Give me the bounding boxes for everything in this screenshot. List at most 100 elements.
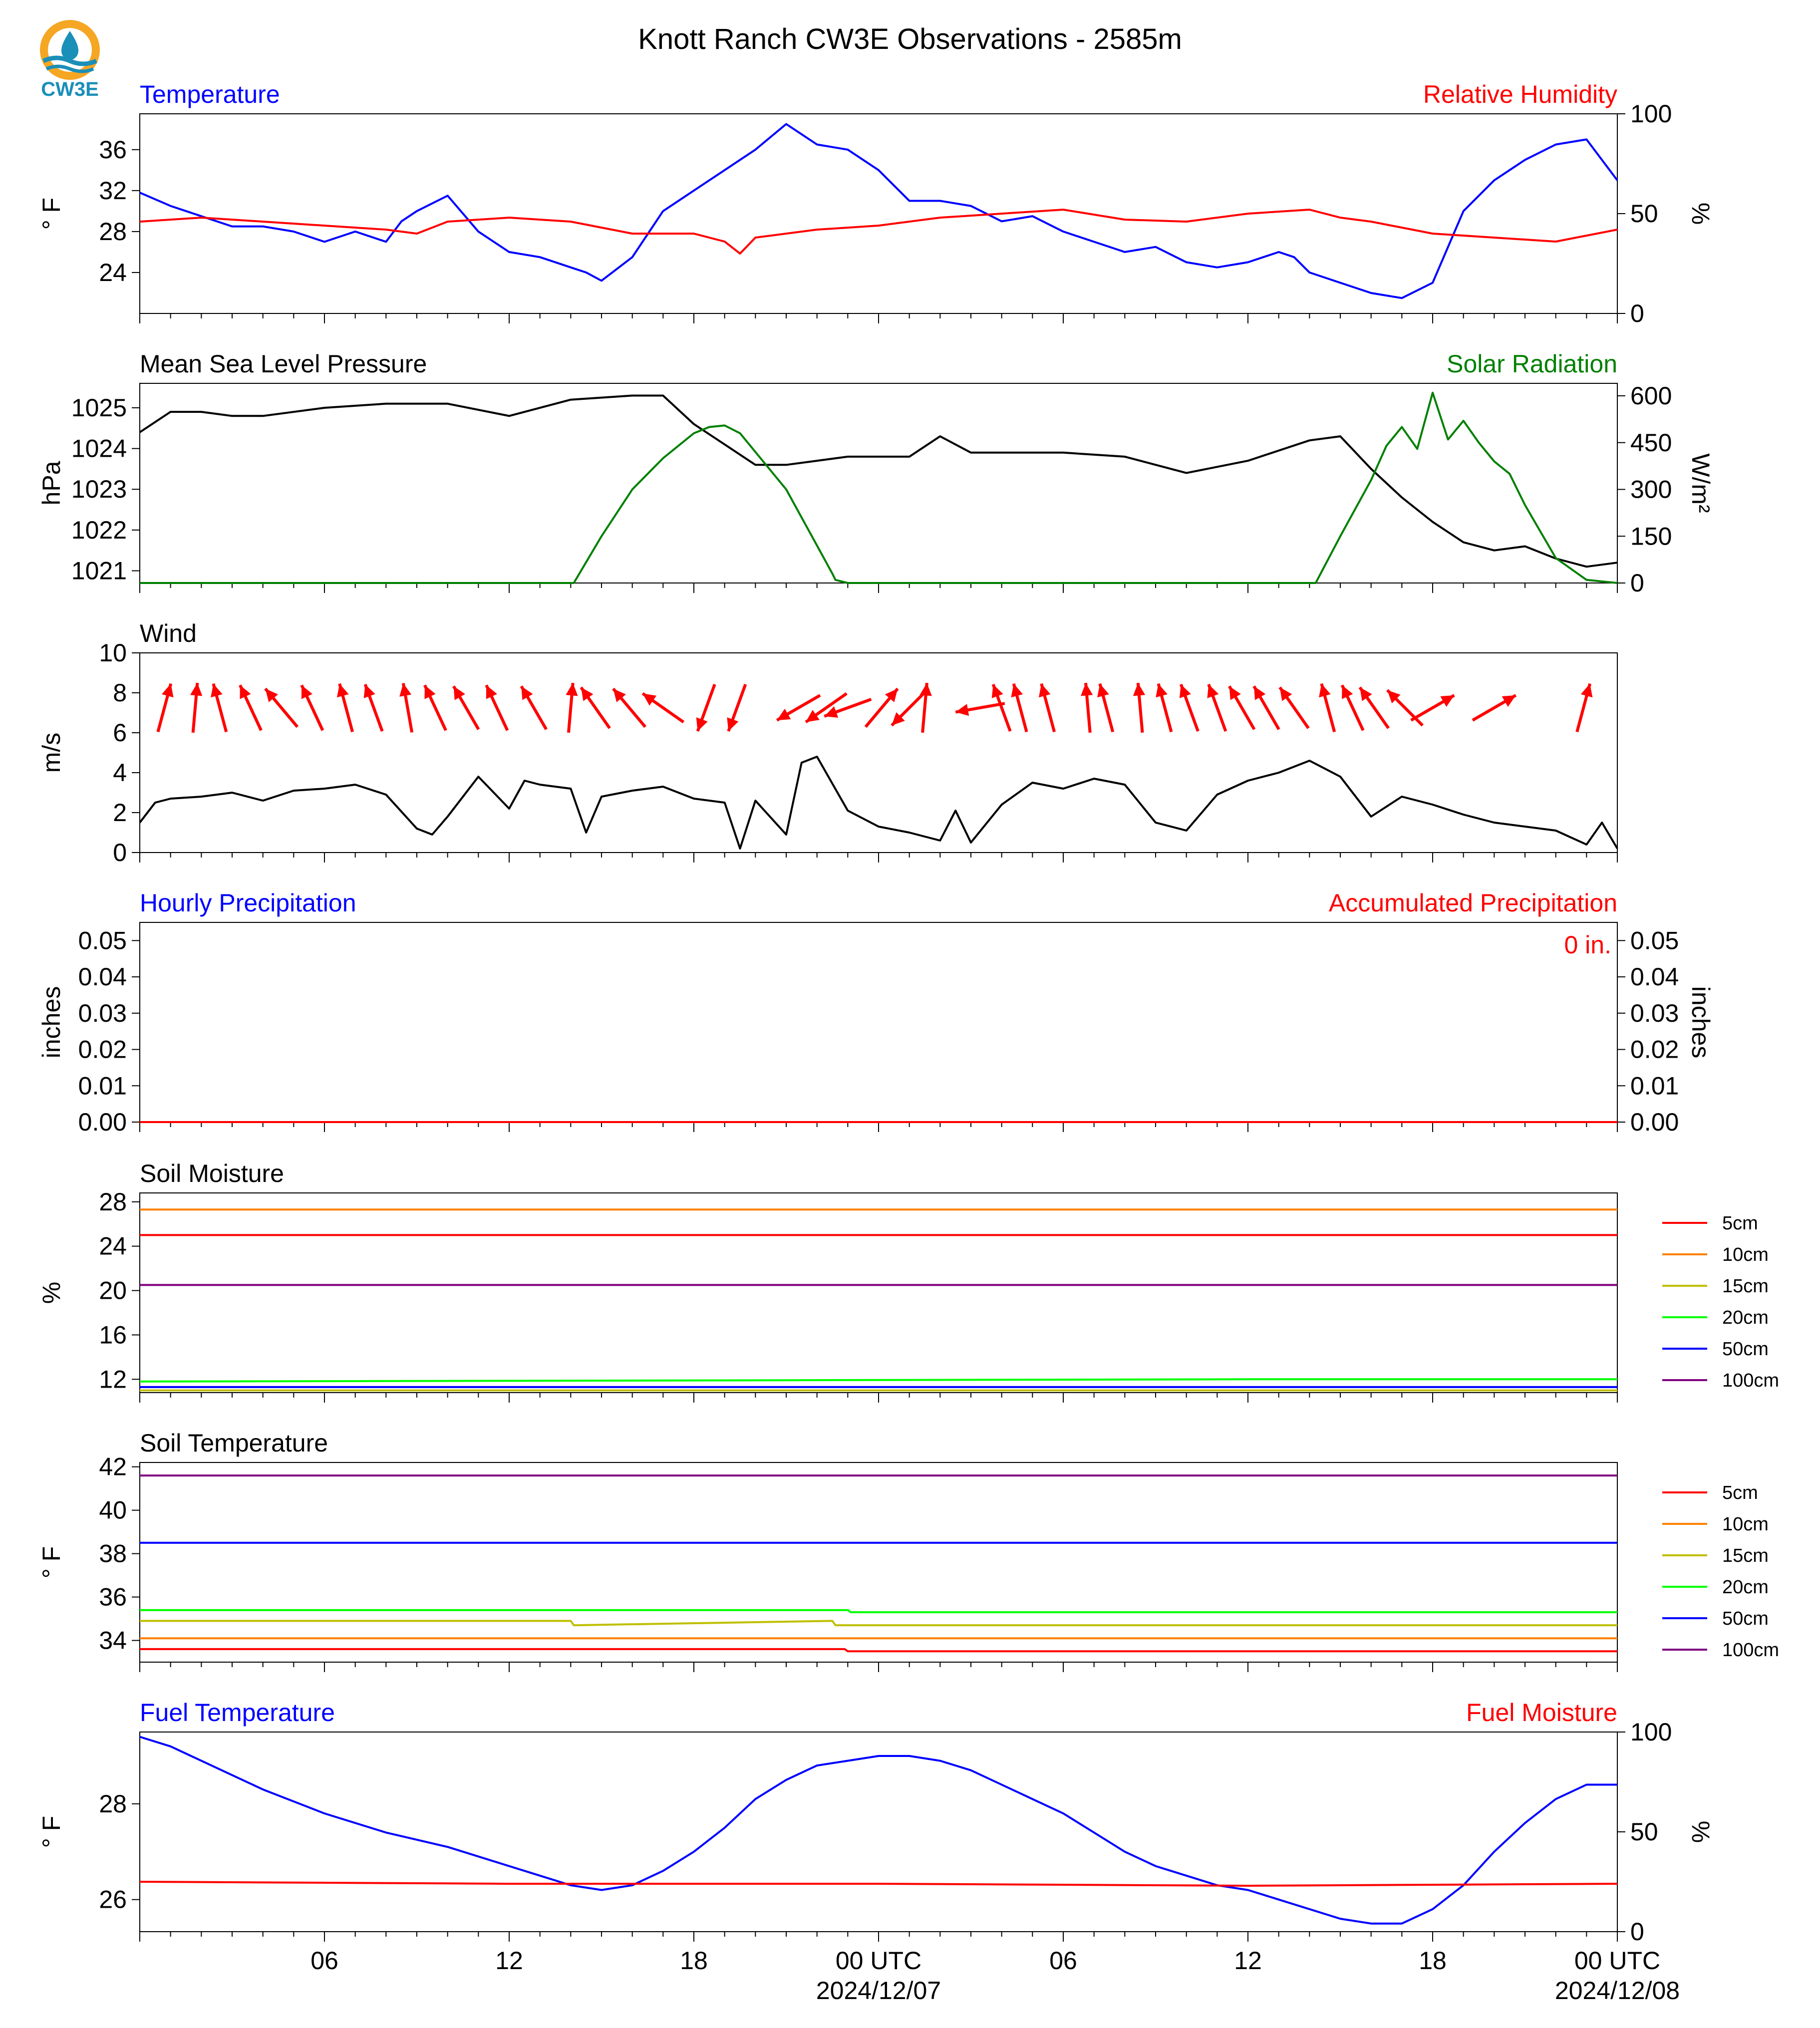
legend-label: 100cm [1722, 1370, 1779, 1391]
wind-arrow-head [363, 684, 375, 698]
cw3e-logo: CW3E [40, 20, 100, 100]
y-tick-label-right: 600 [1630, 382, 1672, 410]
panel-title-left: Mean Sea Level Pressure [140, 350, 427, 378]
wind-arrow-head [240, 685, 251, 699]
y-tick-label: 1023 [71, 475, 127, 503]
plot-frame [139, 1462, 1618, 1663]
x-tick-label: 12 [495, 1947, 523, 1975]
series-line-20cm [140, 1609, 1617, 1613]
wind-arrow-head [1254, 686, 1266, 700]
y-tick-label: 32 [99, 177, 127, 205]
y-axis-label-right: inches [1687, 986, 1715, 1059]
series-line-green-1 [140, 391, 1618, 584]
panel-soil_moisture: Soil Moisture 12 16 20 24 28% 5cm 10cm 15cm 20cm 5… [37, 1159, 1779, 1403]
wind-arrow-head [727, 717, 739, 731]
y-tick-label-right: 0.01 [1630, 1072, 1679, 1100]
wind-arrow-head [301, 685, 312, 699]
y-tick-label-right: 100 [1630, 100, 1672, 128]
y-tick-label-right: 300 [1630, 476, 1672, 504]
y-tick-label-right: 150 [1630, 522, 1672, 550]
accumulated-total-label: 0 in. [1564, 931, 1611, 959]
y-tick-label: 38 [99, 1540, 127, 1568]
y-tick-label-right: 0.03 [1630, 999, 1679, 1027]
chart-panels: Temperature Relative Humidity242832360501… [37, 80, 1779, 2005]
wind-arrow-head [919, 683, 932, 696]
wind-arrow-head [1387, 690, 1401, 704]
panel-soil_temperature: Soil Temperature 34 36 38 40 42 ° F 5cm 10cm 15cm… [37, 1429, 1779, 1672]
y-axis-label: inches [37, 986, 65, 1059]
wind-arrow-head [190, 683, 203, 696]
logo-wave-2 [45, 64, 94, 73]
panel-title-left: Fuel Temperature [140, 1699, 335, 1727]
panel-title-left: Soil Moisture [140, 1159, 284, 1187]
y-axis-label-right: % [1687, 1821, 1715, 1843]
series-line-blue-0 [139, 1736, 1617, 1925]
y-tick-label: 0.02 [78, 1036, 127, 1064]
y-tick-label: 0.03 [78, 999, 127, 1027]
wind-arrow-head [1319, 683, 1331, 698]
legend-label: 20cm [1722, 1307, 1769, 1328]
panel-title-right: Fuel Moisture [1466, 1699, 1617, 1727]
legend-label: 15cm [1722, 1276, 1769, 1297]
wind-arrow-head [1440, 695, 1455, 707]
x-tick-label: 00 UTC [836, 1947, 921, 1975]
panel-title-left: Soil Temperature [140, 1429, 328, 1457]
wind-arrow-head [1342, 685, 1353, 699]
wind-arrow-head [613, 688, 626, 702]
y-axis-label: hPa [37, 461, 65, 505]
wind-arrow-head [453, 686, 465, 700]
wind-arrow-head [1360, 687, 1372, 701]
y-tick-label-right: 450 [1630, 429, 1672, 457]
y-tick-label: 0 [113, 839, 127, 867]
wind-arrow-head [521, 686, 533, 700]
y-tick-label: 1022 [71, 516, 127, 544]
wind-arrow-head [642, 693, 657, 706]
y-tick-label: 2 [113, 799, 127, 827]
y-tick-label: 24 [99, 259, 127, 287]
panel-precipitation: Hourly Precipitation Accumulated Precipit… [37, 889, 1715, 1136]
x-tick-label: 18 [680, 1947, 708, 1975]
x-tick-label: 00 UTC [1574, 1947, 1660, 1975]
y-axis-label: ° F [37, 198, 65, 230]
y-tick-label: 20 [99, 1277, 127, 1305]
wind-arrow-head [696, 717, 708, 731]
y-tick-label-right: 50 [1630, 1818, 1658, 1846]
y-tick-label-right: 0.05 [1630, 926, 1679, 954]
wind-arrow-head [1156, 683, 1168, 698]
wind-arrow-head [1011, 683, 1023, 698]
legend-label: 50cm [1722, 1608, 1769, 1629]
series-line-20cm [139, 1378, 1617, 1383]
panel-fuel: Fuel Temperature Fuel Moisture 26 28 0 50 100 °… [37, 1699, 1715, 2005]
legend-label: 20cm [1722, 1577, 1769, 1598]
wind-arrow-head [991, 684, 1003, 698]
legend-label: 100cm [1722, 1640, 1779, 1661]
y-tick-label: 40 [99, 1496, 127, 1524]
wind-arrow-head [1097, 683, 1109, 698]
y-tick-label: 10 [99, 639, 127, 667]
y-tick-label-right: 100 [1630, 1718, 1672, 1746]
y-tick-label: 1024 [71, 435, 127, 463]
x-tick-label: 12 [1234, 1947, 1262, 1975]
series-line-black-0 [139, 756, 1618, 850]
panel-title-right: Relative Humidity [1423, 80, 1617, 108]
y-tick-label: 42 [99, 1453, 127, 1481]
y-axis-label-right: W/m² [1687, 453, 1715, 513]
x-tick-label: 06 [310, 1947, 338, 1975]
panel-temperature: Temperature Relative Humidity 24 28 32 36 0 50 1… [37, 80, 1715, 327]
y-tick-label-right: 0 [1630, 1918, 1644, 1946]
wind-arrow-head [892, 712, 905, 726]
wind-arrow-head [824, 706, 839, 718]
y-tick-label-right: 0 [1630, 569, 1644, 597]
page-title: Knott Ranch CW3E Observations - 2585m [638, 23, 1182, 55]
wind-arrow-head [424, 685, 436, 699]
panel-title-left: Wind [140, 619, 197, 647]
y-tick-label: 28 [99, 1790, 127, 1818]
legend-label: 5cm [1722, 1482, 1758, 1503]
wind-arrow-head [955, 704, 969, 716]
series-line-black-0 [139, 394, 1618, 568]
series-line-15cm [140, 1620, 1617, 1627]
y-axis-label: % [37, 1282, 65, 1304]
wind-arrow-head [486, 685, 497, 699]
wind-arrow-head [161, 683, 174, 698]
